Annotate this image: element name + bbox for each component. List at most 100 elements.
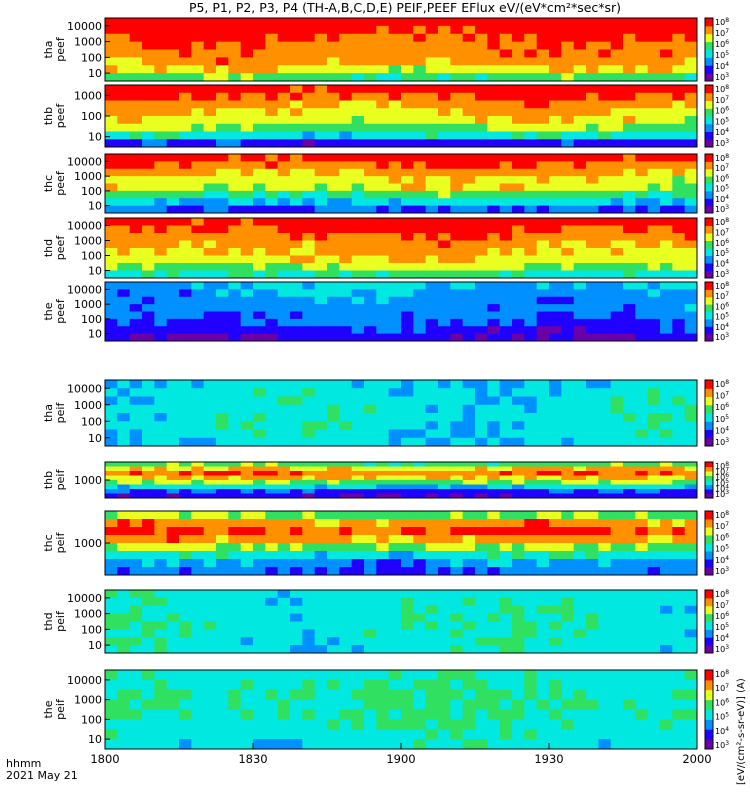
cell [401,471,414,476]
cell [117,535,131,544]
cell [105,131,118,140]
cell [647,123,661,132]
cell [450,108,464,117]
cell [573,289,587,298]
cell [302,304,316,313]
cell [339,270,353,279]
cell [105,739,118,750]
cell [549,699,562,711]
cell [475,85,488,94]
cell [166,709,180,720]
cell [191,49,205,58]
cell [524,645,538,654]
cell [487,388,501,397]
cell [117,689,131,701]
cell [216,511,229,520]
cell [647,567,661,576]
cell [277,719,291,730]
cell [647,304,661,313]
cell [425,190,439,199]
cell [524,154,538,162]
cell [302,484,316,490]
cell [228,719,242,730]
cell [499,318,513,327]
colorbar-step [705,520,713,523]
cell [610,380,624,389]
cell [388,466,402,472]
cell [561,689,575,701]
cell [425,18,439,27]
cell [265,282,279,290]
cell [586,205,599,214]
colorbar-step [705,228,713,231]
cell [277,645,291,654]
colorbar-step [705,383,713,386]
cell [240,108,254,117]
cell [166,33,180,43]
colorbar-step [705,398,713,401]
cell [438,333,451,342]
cell [240,154,254,162]
cell [142,65,155,74]
colorbar-step [705,97,713,100]
cell [203,311,217,320]
cell [388,25,402,35]
cell [684,404,698,414]
cell [376,190,390,199]
cell [253,85,266,94]
cell [635,304,649,313]
colorbar-step [705,568,713,571]
colorbar-step [705,409,713,412]
cell [203,629,217,638]
cell [610,670,624,681]
panel-label-probe: the [42,700,55,718]
cell [388,519,402,528]
cell [339,248,353,256]
cell [401,218,414,226]
colorbar-step [705,131,713,134]
cell [290,131,303,140]
cell [598,248,612,256]
cell [203,304,217,313]
cell [142,296,155,305]
cell [179,629,192,638]
cell [129,404,143,414]
cell [647,480,661,485]
cell [610,311,624,320]
cell [401,108,414,117]
cell [376,709,390,720]
cell [364,388,377,397]
cell [413,154,427,162]
colorbar-label: [eV/(cm²-s-sr-eV)] (A) [736,678,747,785]
cell [524,471,538,476]
cell [536,466,550,472]
cell [351,218,365,226]
cell [462,637,476,646]
cell [290,605,303,615]
cell [573,225,587,234]
cell [364,326,377,335]
cell [290,404,303,414]
colorbar-step [705,486,713,488]
cell [142,535,155,544]
cell [203,161,217,170]
cell [388,421,402,430]
cell [314,543,328,552]
colorbar-step [705,301,713,304]
cell [401,645,414,654]
panel-label: thbpeif [42,469,67,491]
cell [253,709,266,720]
cell [623,304,636,313]
spectrogram-cells [105,590,698,654]
cell [191,311,205,320]
cell [586,123,599,132]
cell [327,131,340,140]
cell [166,493,180,499]
cell [314,33,328,43]
cell [660,116,673,125]
cell [129,466,143,472]
cell [536,739,550,750]
cell [228,248,242,256]
cell [598,18,612,27]
